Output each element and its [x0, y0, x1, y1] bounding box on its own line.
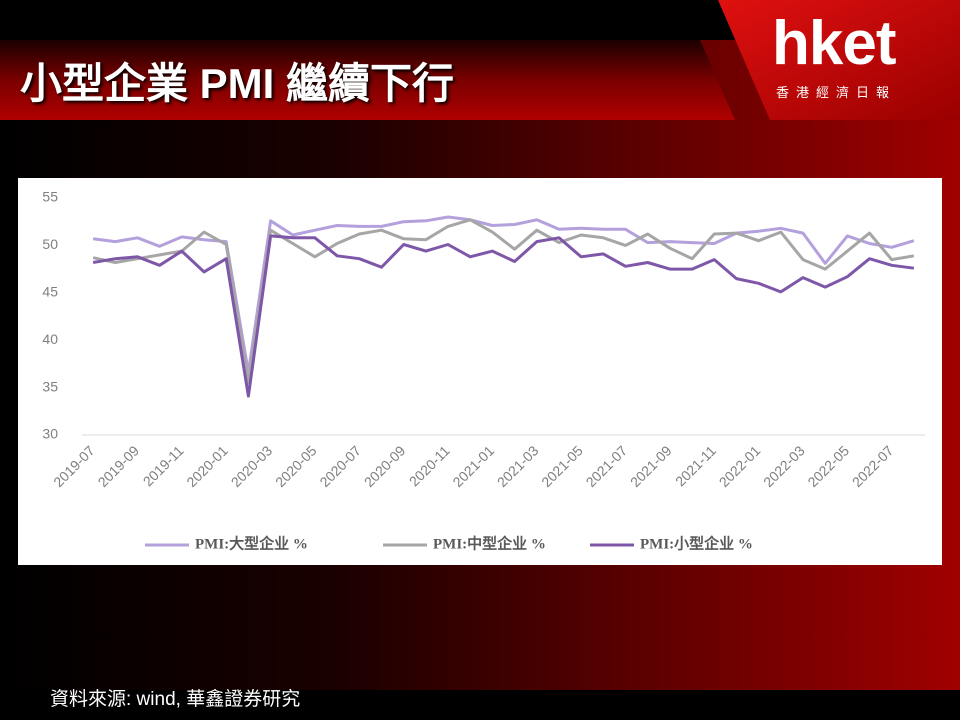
x-tick-label: 2022-01: [716, 442, 764, 490]
logo: hket: [772, 9, 896, 78]
x-tick-label: 2021-07: [583, 442, 631, 490]
y-tick-label: 30: [42, 426, 58, 442]
legend-label: PMI:小型企业 %: [640, 534, 753, 552]
x-tick-label: 2020-05: [272, 442, 320, 490]
x-tick-label: 2021-03: [494, 442, 542, 490]
x-tick-label: 2021-05: [538, 442, 586, 490]
x-tick-label: 2021-11: [672, 442, 719, 489]
x-tick-label: 2022-05: [804, 442, 852, 490]
y-tick-label: 40: [42, 331, 58, 347]
y-tick-label: 45: [42, 284, 58, 300]
x-tick-label: 2022-07: [849, 442, 897, 490]
slide-title: 小型企業 PMI 繼續下行: [20, 60, 455, 107]
chart: 30 35 40 45 50 55 2019-072019-092019-112020-01…: [42, 189, 925, 552]
x-tick-label: 2022-03: [760, 442, 808, 490]
x-tick-label: 2019-07: [50, 442, 98, 490]
legend-label: PMI:大型企业 %: [195, 534, 308, 552]
y-tick-label: 50: [42, 236, 58, 252]
x-tick-label: 2020-11: [406, 442, 453, 489]
series-line: [92, 218, 915, 385]
legend-label: PMI:中型企业 %: [433, 534, 546, 552]
series-line: [92, 234, 915, 398]
logo-subtitle: 香港經濟日報: [776, 85, 897, 100]
chart-panel: 30 35 40 45 50 55 2019-07 2019-09 2019-11 2020-01…: [18, 178, 942, 565]
x-tick-label: 2019-09: [95, 442, 143, 490]
x-tick-label: 2020-07: [316, 442, 364, 490]
x-tick-label: 2020-03: [228, 442, 276, 490]
x-tick-label: 2020-09: [361, 442, 409, 490]
x-tick-label: 2019-11: [140, 442, 187, 489]
x-tick-label: 2021-01: [449, 442, 497, 490]
source-note: 資料來源: wind, 華鑫證券研究: [50, 689, 301, 710]
x-tick-label: 2021-09: [627, 442, 675, 490]
y-tick-label: 35: [42, 378, 58, 394]
y-tick-label: 55: [42, 189, 58, 205]
x-tick-label: 2020-01: [183, 442, 231, 490]
